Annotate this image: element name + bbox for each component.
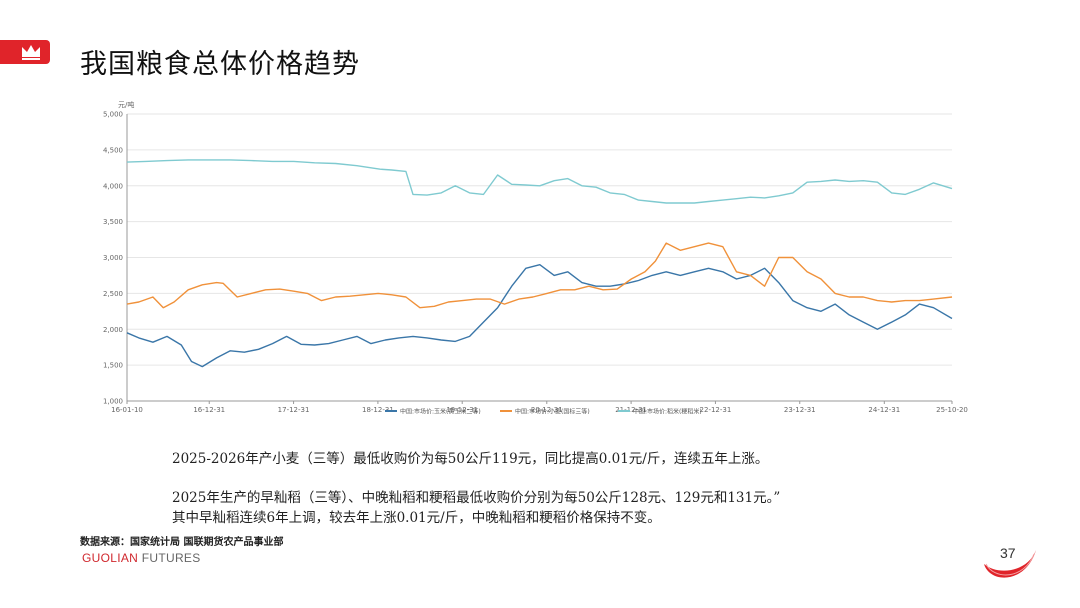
y-tick-label: 2,000 (103, 326, 123, 334)
crown-icon (22, 45, 40, 60)
x-tick-label: 16-01-10 (111, 406, 143, 414)
x-tick-label: 23-12-31 (784, 406, 816, 414)
y-tick-label: 3,000 (103, 254, 123, 262)
x-tick-label: 20-12-31 (531, 406, 563, 414)
price-line-chart: 元/吨 1,000 1,500 2,000 2,500 3,000 3,500 4,000 4,… (103, 100, 968, 416)
y-tick-label: 3,500 (103, 218, 123, 226)
x-tick-label: 19-12-31 (446, 406, 478, 414)
page-number: 37 (1000, 545, 1016, 561)
legend-label-0: 中国:市场价:玉米(黄玉米二等) (400, 408, 481, 416)
page-title: 我国粮食总体价格趋势 (80, 49, 360, 80)
x-tick-label: 17-12-31 (278, 406, 310, 414)
y-tick-label: 1,500 (103, 362, 123, 370)
brand-badge (0, 40, 50, 64)
x-tick-label: 25-10-20 (936, 406, 968, 414)
x-tick-label: 24-12-31 (868, 406, 900, 414)
series-line-2 (126, 159, 953, 204)
swoosh-decoration (984, 550, 1036, 578)
brand-main: GUOLIAN (82, 551, 139, 565)
x-tick-label: 21-12-31 (615, 406, 647, 414)
series-line-1 (126, 242, 953, 309)
y-tick-label: 4,000 (103, 182, 123, 190)
x-tick-label: 16-12-31 (193, 406, 225, 414)
y-tick-label: 5,000 (103, 111, 123, 119)
note-wheat-price: 2025-2026年产小麦（三等）最低收购价为每50公斤119元，同比提高0.0… (172, 451, 769, 467)
y-axis-unit: 元/吨 (118, 100, 134, 109)
y-tick-label: 1,000 (103, 398, 123, 406)
legend-label-2: 中国:市场价:稻米(粳稻米) (633, 408, 702, 416)
series-line-0 (126, 263, 953, 368)
y-tick-label: 2,500 (103, 290, 123, 298)
data-source: 数据来源：国家统计局 国联期货农产品事业部 (80, 537, 284, 548)
y-tick-label: 4,500 (103, 146, 123, 154)
note-rice-change: 其中早籼稻连续6年上调，较去年上涨0.01元/斤，中晚籼稻和粳稻价格保持不变。 (172, 510, 661, 526)
x-tick-label: 22-12-31 (700, 406, 732, 414)
note-rice-price: 2025年生产的早籼稻（三等）、中晚籼稻和粳稻最低收购价分别为每50公斤128元… (172, 490, 781, 506)
legend-label-1: 中国:市场价:小麦(国标三等) (515, 408, 590, 416)
brand-logo: GUOLIAN FUTURES (82, 551, 201, 565)
brand-sub: FUTURES (138, 551, 201, 565)
x-tick-label: 18-12-31 (362, 406, 394, 414)
